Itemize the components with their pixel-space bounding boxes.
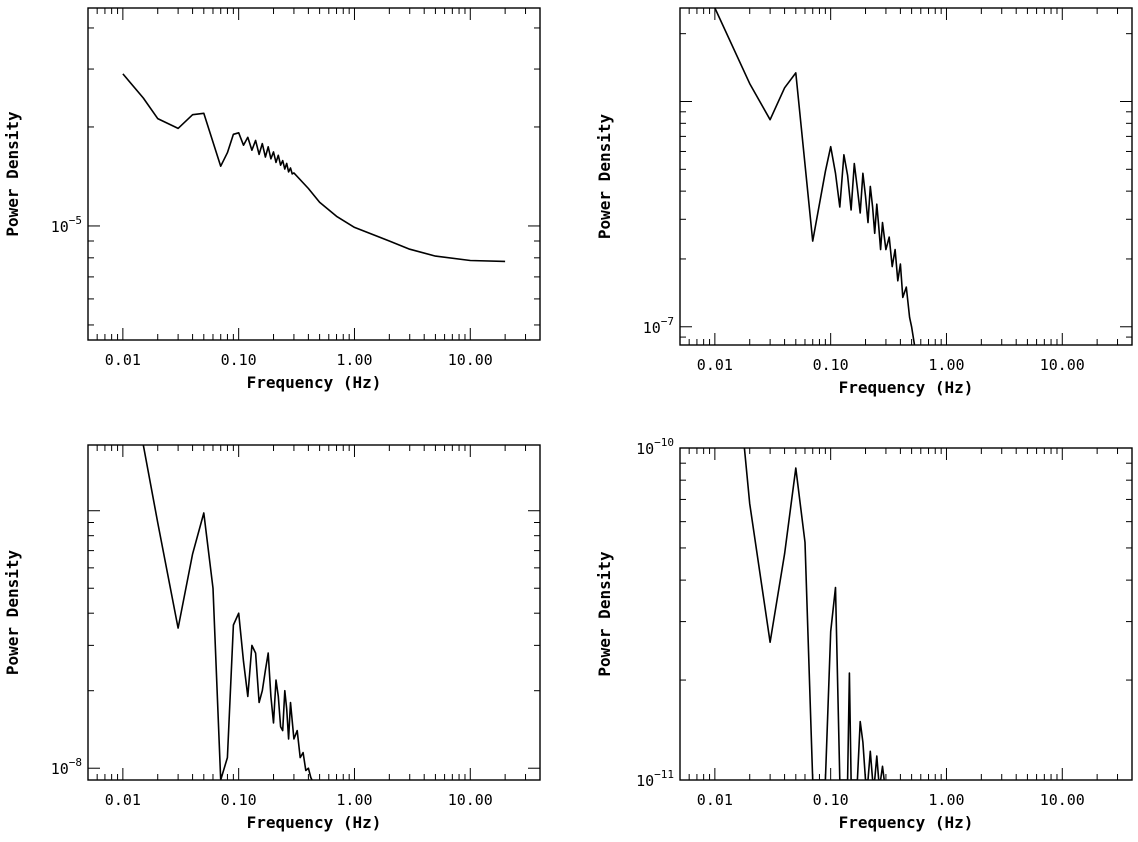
y-tick-label: 10−7 bbox=[643, 315, 674, 337]
series-line bbox=[122, 73, 506, 263]
y-axis-label: Power Density bbox=[595, 551, 614, 677]
x-tick-label: 10.00 bbox=[1040, 356, 1085, 374]
x-tick-label: 0.10 bbox=[813, 791, 849, 809]
series-line bbox=[714, 8, 916, 345]
x-tick-label: 1.00 bbox=[928, 356, 964, 374]
axes-frame bbox=[87, 444, 541, 781]
chart-panel-2: 0.01 0.10 1.00 10.00 10−7 Frequency (Hz) Power… bbox=[595, 7, 1133, 397]
x-tick-label: 0.01 bbox=[697, 356, 733, 374]
x-tick-label: 0.10 bbox=[221, 791, 257, 809]
x-tick-label: 0.01 bbox=[697, 791, 733, 809]
x-axis-label: Frequency (Hz) bbox=[839, 378, 974, 397]
axes-frame bbox=[87, 7, 541, 341]
y-axis-label: Power Density bbox=[3, 550, 22, 676]
y-tick-label: 10−8 bbox=[51, 756, 82, 778]
x-tick-label: 10.00 bbox=[448, 351, 493, 369]
y-tick-label: 10−10 bbox=[636, 436, 674, 458]
series-line bbox=[743, 448, 885, 780]
y-axis-label: Power Density bbox=[3, 111, 22, 237]
chart-panel-1: 0.01 0.10 1.00 10.00 10−5 Frequency (Hz) Power… bbox=[3, 7, 541, 392]
series-line bbox=[142, 445, 313, 780]
y-axis-label: Power Density bbox=[595, 114, 614, 240]
x-tick-label: 1.00 bbox=[336, 791, 372, 809]
axes-frame bbox=[679, 7, 1133, 346]
y-tick-label: 10−5 bbox=[51, 214, 82, 236]
chart-panel-4: 0.01 0.10 1.00 10.00 10−10 10−11 Frequency (Hz… bbox=[595, 436, 1133, 832]
x-tick-label: 0.10 bbox=[813, 356, 849, 374]
x-tick-label: 0.01 bbox=[105, 791, 141, 809]
x-axis-label: Frequency (Hz) bbox=[839, 813, 974, 832]
x-tick-label: 0.10 bbox=[221, 351, 257, 369]
axes-frame bbox=[679, 447, 1133, 781]
y-tick-label: 10−11 bbox=[636, 768, 674, 790]
x-tick-label: 10.00 bbox=[1040, 791, 1085, 809]
x-tick-label: 1.00 bbox=[928, 791, 964, 809]
x-axis-label: Frequency (Hz) bbox=[247, 813, 382, 832]
chart-panel-3: 0.01 0.10 1.00 10.00 10−8 Frequency (Hz) Power… bbox=[3, 444, 541, 832]
x-tick-label: 10.00 bbox=[448, 791, 493, 809]
x-tick-label: 1.00 bbox=[336, 351, 372, 369]
x-axis-label: Frequency (Hz) bbox=[247, 373, 382, 392]
x-tick-label: 0.01 bbox=[105, 351, 141, 369]
